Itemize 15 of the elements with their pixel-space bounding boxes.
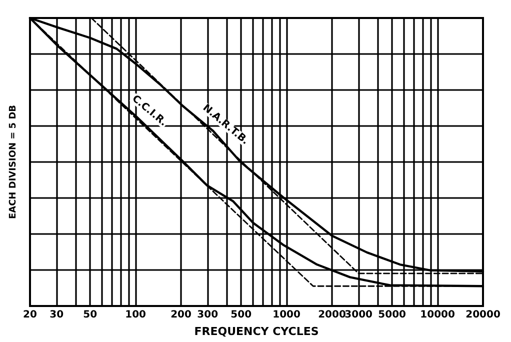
x-axis-title: FREQUENCY CYCLES [194,325,319,338]
x-tick-label: 2000 [318,310,346,320]
x-tick-label: 20000 [466,310,500,320]
x-tick-label: 10000 [420,310,455,320]
y-axis-title: EACH DIVISION = 5 DB [8,104,18,220]
x-tick-label: 50 [83,310,98,320]
x-tick-label: 500 [230,310,252,320]
x-tick-label: 5000 [378,310,406,320]
x-tick-label: 3000 [344,310,373,320]
x-tick-label: 20 [23,310,37,320]
x-tick-label: 100 [125,310,146,320]
x-tick-label: 1000 [272,310,300,320]
x-tick-label: 200 [170,310,192,320]
x-tick-label: 300 [197,310,218,320]
x-tick-label: 30 [50,310,64,320]
